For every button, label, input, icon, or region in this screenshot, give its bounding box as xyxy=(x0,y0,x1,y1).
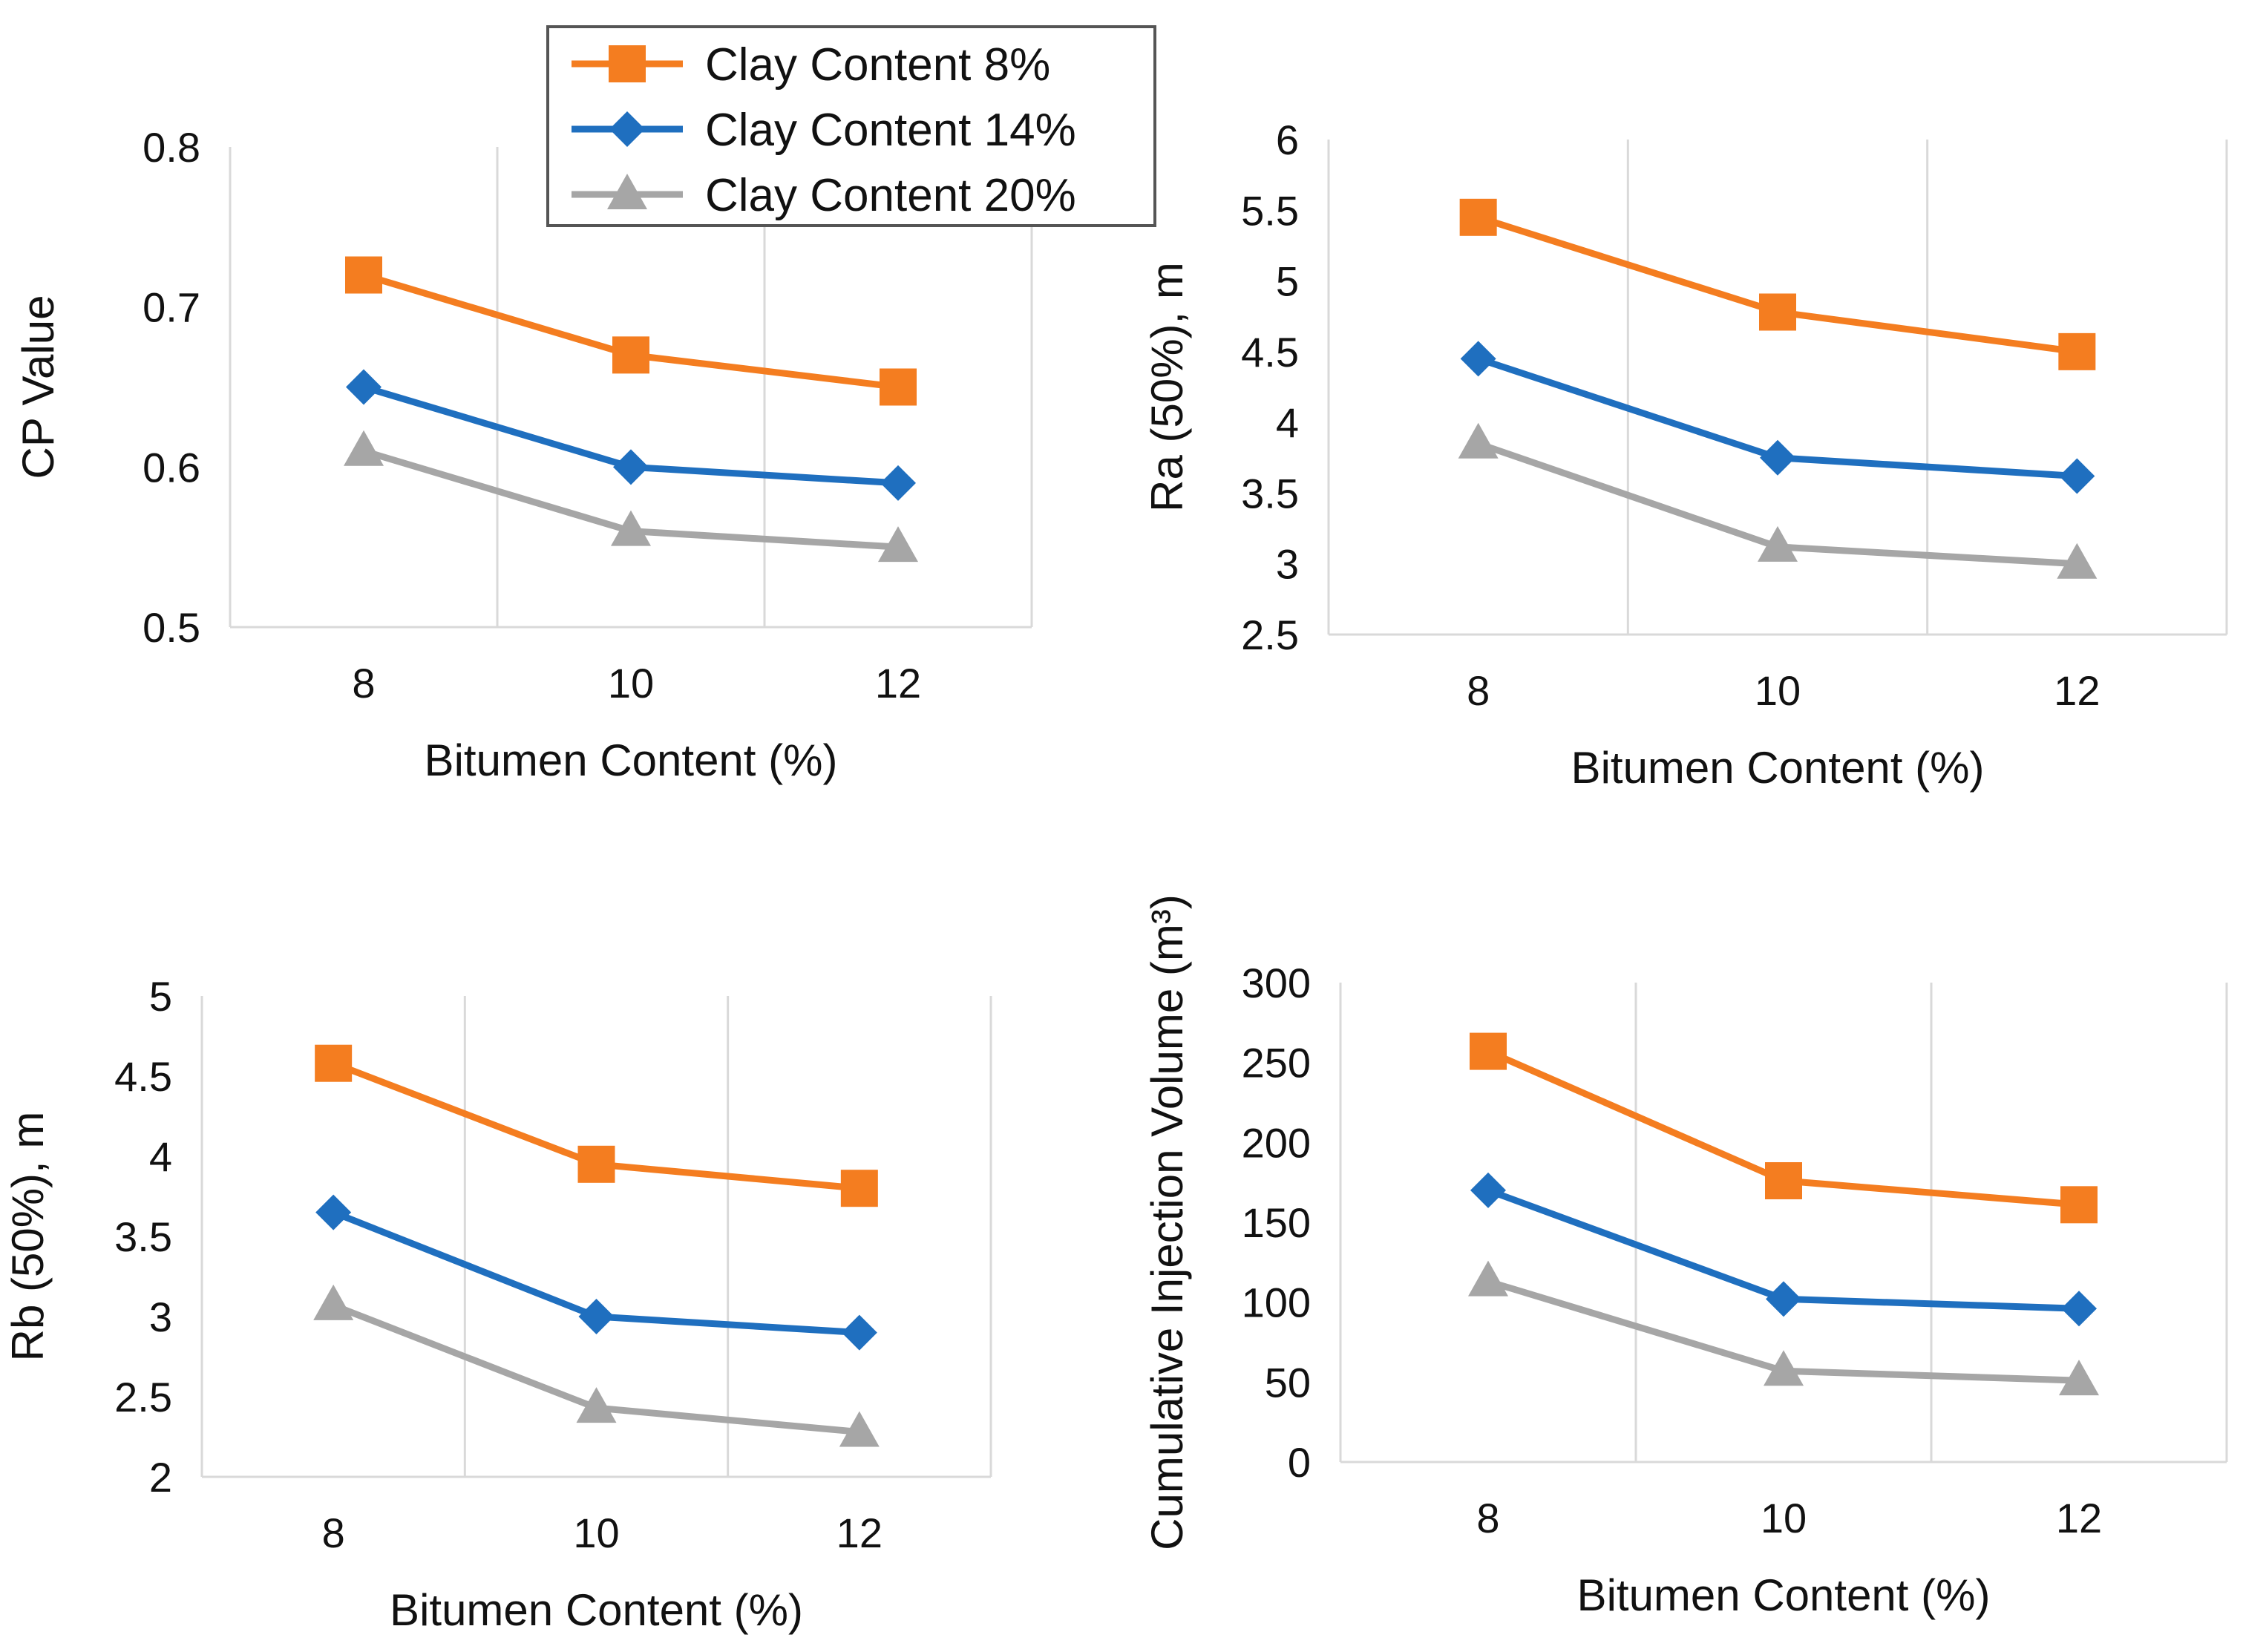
y-tick-label: 2.5 xyxy=(1241,612,1299,658)
y-tick-label: 0.5 xyxy=(143,604,200,651)
data-point xyxy=(313,1284,354,1320)
data-point xyxy=(2058,332,2096,370)
data-point xyxy=(577,1145,615,1183)
data-point xyxy=(345,256,382,294)
x-tick-label: 8 xyxy=(322,1510,345,1556)
y-tick-label: 3 xyxy=(149,1294,172,1340)
data-point xyxy=(1758,525,1798,562)
y-tick-label: 4.5 xyxy=(1241,329,1299,376)
x-tick-label: 8 xyxy=(1476,1495,1499,1541)
data-point xyxy=(1760,439,1795,476)
data-point xyxy=(1468,1260,1508,1297)
y-tick-label: 5 xyxy=(149,973,172,1020)
data-point xyxy=(841,1314,877,1351)
y-tick-label: 6 xyxy=(1276,117,1299,163)
x-tick-label: 12 xyxy=(2054,667,2100,714)
charts-layer: 0.5 0.6 0.7 0.8 8 10 12 Bitumen Content (%) CP V… xyxy=(3,117,2228,1635)
y-tick-label: 200 xyxy=(1242,1119,1311,1166)
x-axis-title: Bitumen Content (%) xyxy=(425,735,838,785)
y-tick-label: 0.7 xyxy=(143,284,200,331)
y-tick-label: 100 xyxy=(1242,1279,1311,1326)
data-point xyxy=(344,430,384,466)
data-point xyxy=(613,449,649,485)
y-tick-label: 150 xyxy=(1242,1199,1311,1246)
y-tick-label: 0 xyxy=(1288,1439,1311,1486)
data-point xyxy=(878,526,918,563)
data-point xyxy=(346,369,382,405)
y-tick-label: 2.5 xyxy=(114,1374,172,1420)
data-point xyxy=(840,1170,878,1207)
y-tick-label: 5.5 xyxy=(1241,187,1299,234)
data-point xyxy=(578,1299,615,1334)
data-point xyxy=(880,465,916,501)
y-tick-label: 300 xyxy=(1242,960,1311,1006)
y-tick-label: 2 xyxy=(149,1454,172,1501)
y-tick-label: 4 xyxy=(1276,399,1299,446)
legend-entry: Clay Content 14% xyxy=(705,105,1076,156)
data-point xyxy=(1765,1162,1802,1200)
y-tick-label: 5 xyxy=(1276,258,1299,305)
y-tick-label: 50 xyxy=(1265,1359,1311,1406)
data-point xyxy=(1470,1172,1506,1208)
data-point xyxy=(1766,1281,1801,1317)
y-tick-label: 250 xyxy=(1242,1040,1311,1086)
data-point xyxy=(576,1387,617,1423)
x-axis-title: Bitumen Content (%) xyxy=(1577,1570,1991,1620)
chart-panel-1: 0.5 0.6 0.7 0.8 8 10 12 Bitumen Content (%) CP V… xyxy=(13,124,1033,785)
series-line-1 xyxy=(1477,214,2077,355)
data-point xyxy=(2057,543,2098,579)
data-point xyxy=(1470,1032,1507,1070)
y-axis-title: Cumulative Injection Volume (m³) xyxy=(1142,894,1192,1550)
data-point xyxy=(315,1194,352,1230)
y-tick-label: 3.5 xyxy=(114,1213,172,1260)
legend-entry: Clay Content 8% xyxy=(705,39,1050,91)
x-tick-label: 8 xyxy=(352,660,375,707)
y-tick-label: 4 xyxy=(149,1133,172,1180)
data-point xyxy=(2059,1360,2099,1396)
data-point xyxy=(2060,1186,2098,1224)
data-point xyxy=(315,1044,353,1082)
y-tick-label: 3 xyxy=(1276,541,1299,588)
data-point xyxy=(1458,422,1499,459)
y-axis-title: Ra (50%), m xyxy=(1142,262,1192,512)
data-point xyxy=(611,510,651,546)
y-tick-label: 0.8 xyxy=(143,124,200,171)
legend-entry: Clay Content 20% xyxy=(705,170,1076,221)
x-tick-label: 12 xyxy=(836,1510,883,1556)
data-point xyxy=(1460,341,1496,377)
data-point xyxy=(1759,293,1796,331)
x-axis-title: Bitumen Content (%) xyxy=(1571,743,1985,793)
x-tick-label: 10 xyxy=(573,1510,619,1556)
chart-panel-3: 2 2.5 3 3.5 4 4.5 5 8 10 12 Bitumen Content (%) Rb … xyxy=(3,973,992,1635)
x-tick-label: 10 xyxy=(608,660,654,707)
data-point xyxy=(880,368,917,406)
legend-marker xyxy=(609,45,646,82)
y-tick-label: 0.6 xyxy=(143,444,200,491)
data-point xyxy=(612,336,649,374)
y-tick-label: 3.5 xyxy=(1241,470,1299,517)
legend: Clay Content 8% Clay Content 14% Clay Cont… xyxy=(546,25,1156,227)
legend-marker xyxy=(607,174,647,209)
y-axis-title: Rb (50%), m xyxy=(3,1112,53,1362)
x-tick-label: 10 xyxy=(1761,1495,1807,1541)
chart-panel-4: 0 50 100 150 200 250 300 8 10 12 Bitumen Content (… xyxy=(1142,894,2228,1620)
x-tick-label: 8 xyxy=(1467,667,1490,714)
x-tick-label: 12 xyxy=(2056,1495,2102,1541)
legend-marker xyxy=(609,111,645,147)
data-point xyxy=(839,1411,880,1447)
chart-panel-2: 2.5 3 3.5 4 4.5 5 5.5 6 8 10 12 Bitumen Content (%)… xyxy=(1142,117,2228,793)
x-tick-label: 10 xyxy=(1755,667,1801,714)
y-axis-title: CP Value xyxy=(13,295,63,479)
x-tick-label: 12 xyxy=(875,660,921,707)
data-point xyxy=(2059,458,2095,494)
x-axis-title: Bitumen Content (%) xyxy=(390,1585,803,1635)
y-tick-label: 4.5 xyxy=(114,1053,172,1100)
data-point xyxy=(1764,1350,1804,1386)
data-point xyxy=(1459,198,1497,236)
data-point xyxy=(2061,1291,2097,1327)
